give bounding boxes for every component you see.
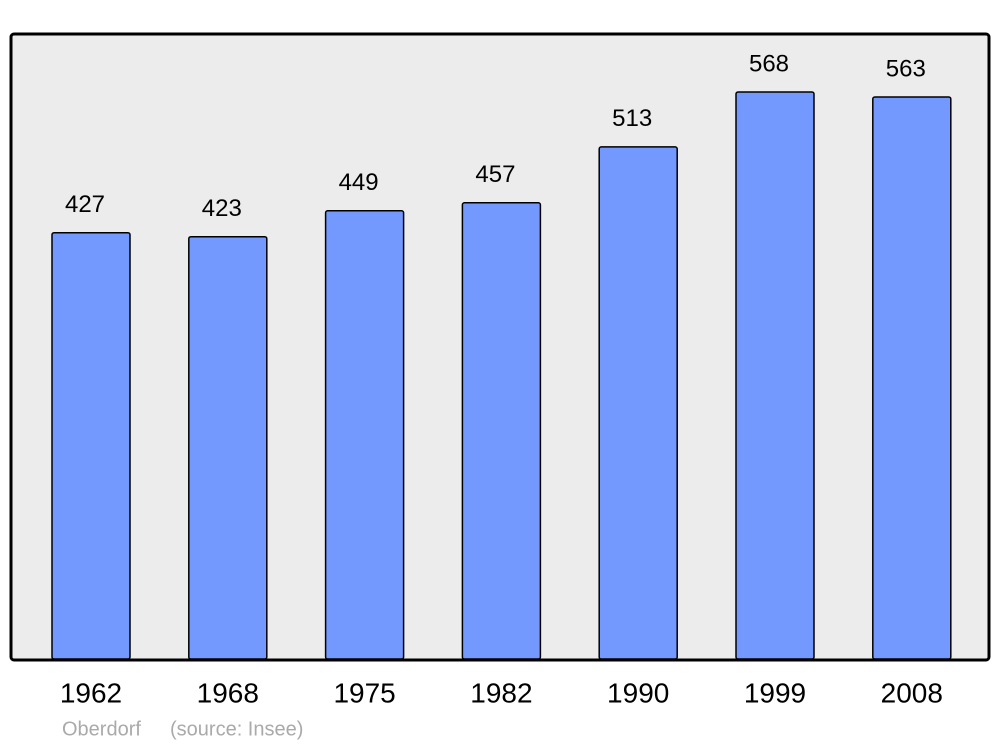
bar [461,202,542,660]
x-tick-label: 1968 [197,677,259,708]
value-label: 513 [612,105,652,132]
place-label: Oberdorf [62,718,141,740]
source-label: (source: Insee) [170,718,303,740]
bar [188,235,268,660]
value-label: 563 [886,55,926,82]
bar [51,232,131,660]
x-tick-label: 1962 [60,677,122,708]
value-label: 568 [749,50,789,77]
value-label: 427 [65,191,105,218]
value-label: 449 [339,169,379,196]
x-tick-label: 1982 [470,677,532,708]
bar [735,91,815,660]
value-label: 423 [202,195,242,222]
bar [872,96,952,660]
x-tick-label: 2008 [881,677,943,708]
x-tick-label: 1999 [744,677,806,708]
bar [324,210,405,660]
value-label: 457 [475,161,515,188]
bar [598,146,678,660]
x-tick-label: 1990 [607,677,669,708]
x-tick-label: 1975 [333,677,395,708]
